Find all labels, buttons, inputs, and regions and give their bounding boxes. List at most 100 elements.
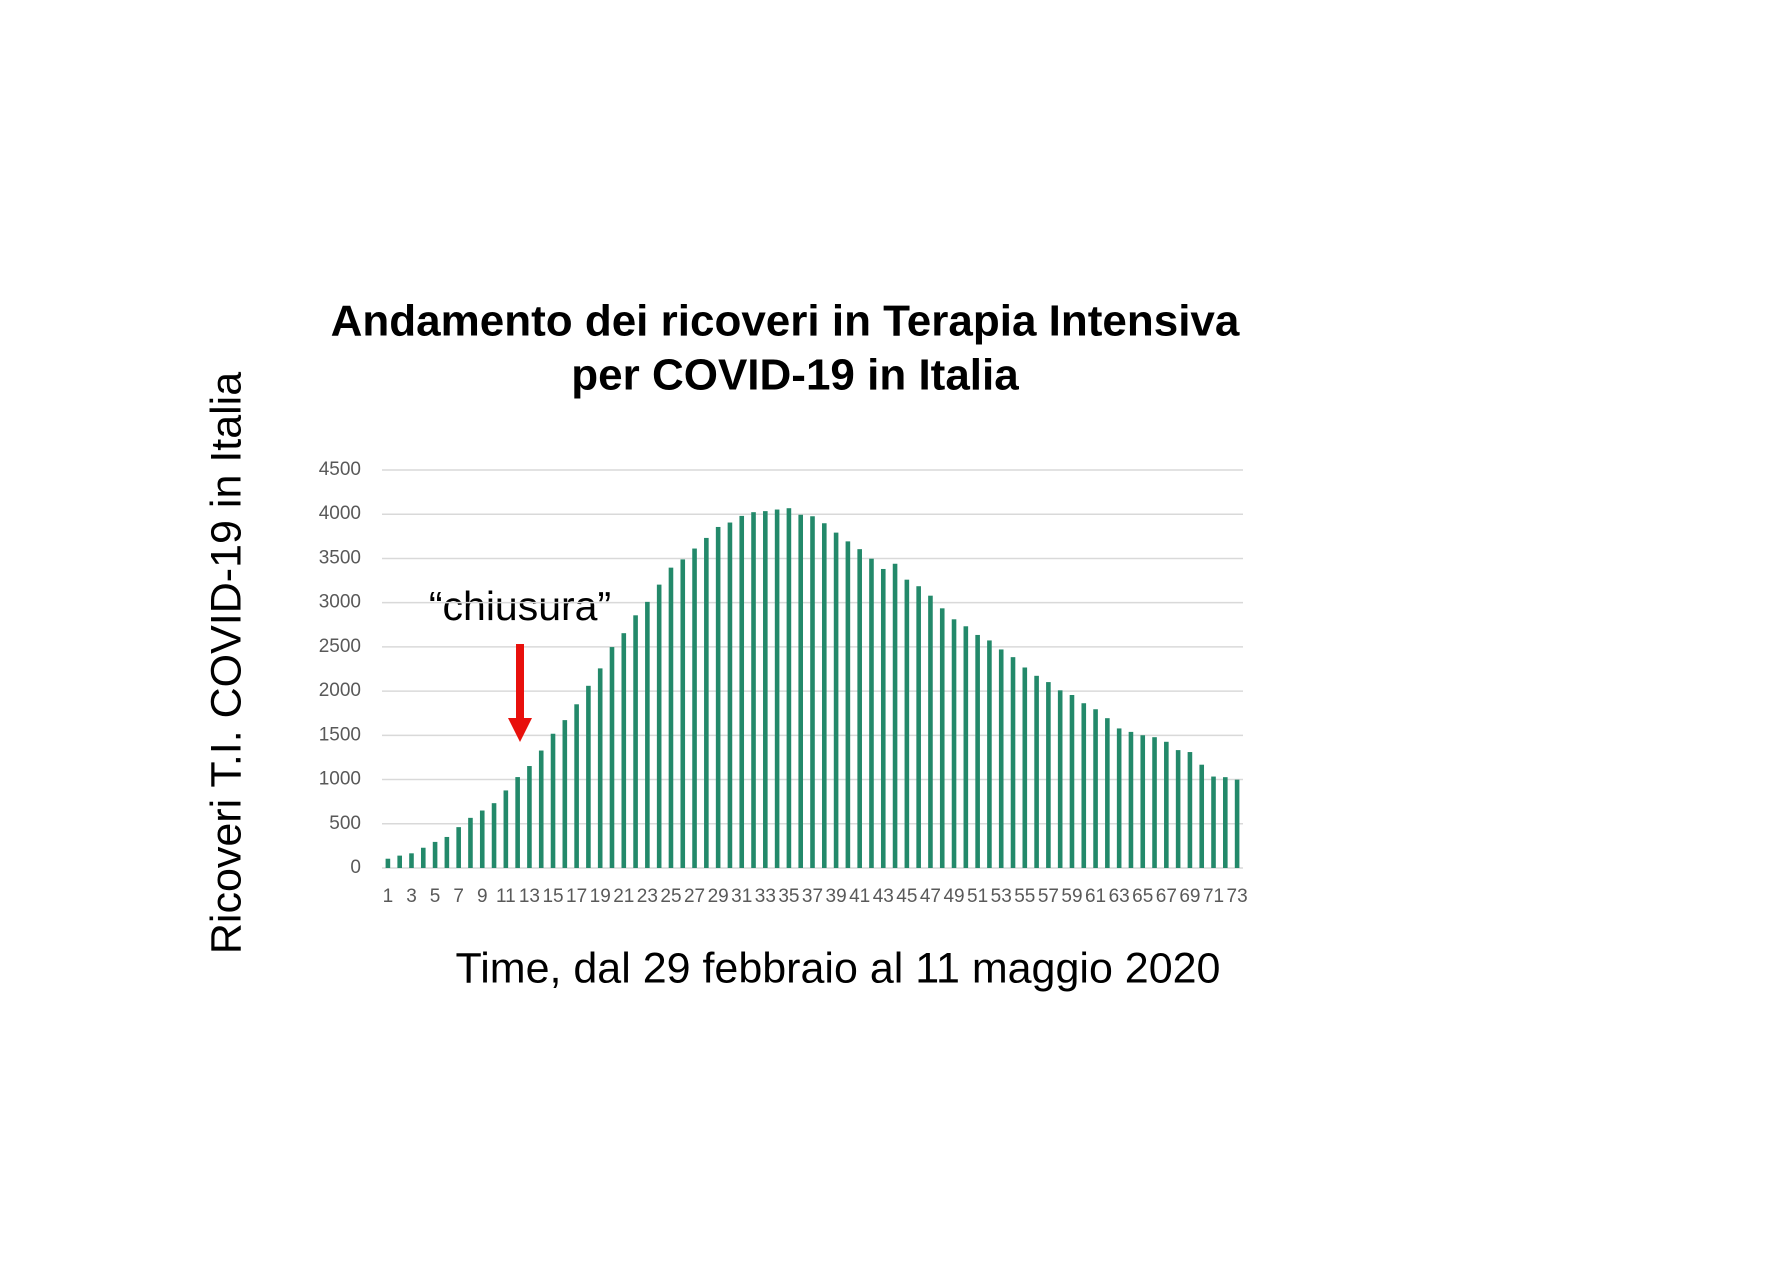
bar <box>928 595 933 868</box>
bar <box>562 720 568 868</box>
bar <box>456 827 461 868</box>
bar <box>1116 728 1122 868</box>
y-tick-label: 1000 <box>319 769 361 790</box>
x-tick-label: 31 <box>731 886 752 907</box>
annotation-arrow <box>516 644 524 720</box>
bar <box>1022 667 1028 868</box>
x-tick-label: 71 <box>1203 886 1224 907</box>
y-tick-label: 4000 <box>319 503 361 524</box>
bar <box>538 750 544 868</box>
x-tick-label: 3 <box>406 886 417 907</box>
bar <box>432 841 438 868</box>
x-tick-label: 57 <box>1038 886 1059 907</box>
bar <box>798 514 804 868</box>
x-tick-label: 19 <box>590 886 611 907</box>
x-tick-label: 55 <box>1014 886 1035 907</box>
x-tick-label: 47 <box>920 886 941 907</box>
bar <box>1081 703 1087 868</box>
y-axis-label: Ricoveri T.I. COVID-19 in Italia <box>202 372 250 954</box>
bar <box>1164 741 1169 868</box>
y-tick-label: 3000 <box>319 592 361 613</box>
x-tick-label: 67 <box>1156 886 1177 907</box>
bar <box>869 558 874 868</box>
bar <box>880 568 886 868</box>
x-tick-label: 23 <box>637 886 658 907</box>
chart-title: per COVID-19 in Italia <box>571 351 1019 400</box>
bar <box>1140 735 1146 868</box>
x-tick-label: 7 <box>453 886 464 907</box>
annotation-arrow <box>508 718 532 742</box>
x-tick-label: 21 <box>613 886 634 907</box>
bar <box>515 777 520 868</box>
bar <box>786 508 792 868</box>
bar <box>704 537 709 868</box>
bar <box>503 790 509 868</box>
bar <box>1211 776 1216 868</box>
bar <box>1234 779 1240 868</box>
bar <box>727 522 733 868</box>
bar <box>1069 695 1075 868</box>
y-tick-label: 2000 <box>319 680 361 701</box>
bar <box>479 810 485 868</box>
bar <box>1152 737 1157 868</box>
bar <box>987 640 992 868</box>
bar <box>668 567 674 868</box>
bar <box>1199 764 1205 868</box>
bar <box>833 532 839 868</box>
bar <box>692 548 697 868</box>
x-tick-label: 49 <box>943 886 964 907</box>
y-tick-label: 4500 <box>319 459 361 480</box>
bar <box>385 858 391 868</box>
bar <box>774 509 780 868</box>
bar <box>1034 675 1039 868</box>
y-tick-label: 3500 <box>319 547 361 568</box>
x-tick-label: 35 <box>778 886 799 907</box>
bar <box>420 847 426 868</box>
bar <box>892 563 898 868</box>
bar <box>645 601 650 868</box>
bar <box>998 649 1004 868</box>
x-tick-label: 33 <box>755 886 776 907</box>
x-tick-label: 27 <box>684 886 705 907</box>
chart-title: Andamento dei ricoveri in Terapia Intens… <box>331 297 1240 346</box>
bar <box>609 647 615 868</box>
x-tick-label: 15 <box>542 886 563 907</box>
bar <box>963 626 969 868</box>
y-tick-label: 2500 <box>319 636 361 657</box>
x-tick-label: 73 <box>1227 886 1248 907</box>
bar <box>739 515 745 868</box>
bar <box>821 523 827 868</box>
bar <box>845 541 851 868</box>
x-tick-label: 17 <box>566 886 587 907</box>
bar <box>1093 709 1098 868</box>
bar <box>916 586 921 868</box>
x-tick-label: 53 <box>991 886 1012 907</box>
bar <box>939 608 945 868</box>
bar <box>491 803 497 868</box>
bar <box>574 704 579 868</box>
bar <box>763 511 768 868</box>
x-tick-label: 65 <box>1132 886 1153 907</box>
x-tick-label: 39 <box>826 886 847 907</box>
bar <box>951 619 957 868</box>
bar <box>680 559 686 868</box>
bar <box>857 549 862 868</box>
bar <box>715 526 721 868</box>
x-axis-label: Time, dal 29 febbraio al 11 maggio 2020 <box>456 944 1221 992</box>
bar <box>1105 718 1110 868</box>
bar <box>397 855 402 868</box>
y-tick-label: 1500 <box>319 724 361 745</box>
bar <box>656 584 662 868</box>
x-tick-label: 13 <box>519 886 540 907</box>
bar <box>586 685 591 868</box>
x-tick-label: 61 <box>1085 886 1106 907</box>
x-tick-label: 37 <box>802 886 823 907</box>
x-tick-label: 5 <box>430 886 441 907</box>
annotation: “chiusura” <box>429 583 611 629</box>
bar <box>1128 731 1134 868</box>
bar <box>1175 750 1181 868</box>
x-tick-label: 25 <box>660 886 681 907</box>
bar <box>975 634 980 868</box>
bar <box>444 836 450 868</box>
